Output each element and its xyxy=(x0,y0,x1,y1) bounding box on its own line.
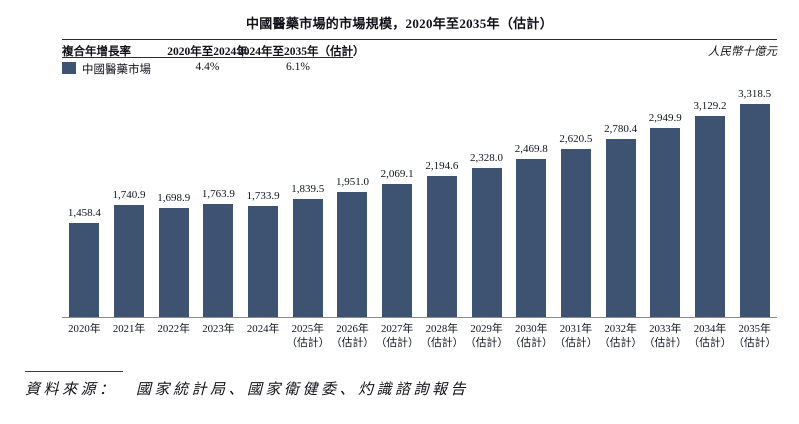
x-axis-tick-label: 2031年 （估計） xyxy=(554,323,598,349)
bar-slot: 3,318.5 xyxy=(732,85,777,317)
bar xyxy=(158,208,189,317)
x-axis-tick-label: 2026年 （估計） xyxy=(330,323,375,349)
bar-slot: 3,129.2 xyxy=(688,85,733,317)
bar-slot: 2,069.1 xyxy=(375,85,420,317)
x-axis-tick-label: 2022年 xyxy=(157,323,190,335)
bar xyxy=(426,176,457,317)
x-axis-tick-label: 2021年 xyxy=(112,323,146,335)
bar-value-label: 1,740.9 xyxy=(112,189,146,202)
bar-value-label: 3,129.2 xyxy=(693,100,727,113)
table-mid-rule xyxy=(62,57,353,58)
bar-value-label: 2,194.6 xyxy=(425,160,459,173)
bar-slot: 1,458.4 xyxy=(62,85,107,317)
bar xyxy=(248,205,279,317)
legend-swatch-icon xyxy=(62,62,76,74)
legend-header-period-2: 2024年至2035年（估計） xyxy=(238,46,365,58)
x-axis-tick-label: 2035年 （估計） xyxy=(733,323,777,349)
bar-value-label: 1,839.5 xyxy=(291,182,325,195)
x-axis-tick-label: 2023年 xyxy=(202,323,235,335)
x-axis-tick-label: 2028年 （估計） xyxy=(420,323,464,349)
bar xyxy=(605,138,636,317)
x-axis-tick-label: 2027年 （估計） xyxy=(375,323,419,349)
bar-value-label: 2,780.4 xyxy=(604,122,638,135)
bar-value-label: 3,318.5 xyxy=(738,88,772,100)
source-text: 資料來源： 國家統計局、國家衛健委、灼識諮詢報告 xyxy=(25,382,470,398)
bar-slot: 2,780.4 xyxy=(598,85,643,317)
bar-slot: 1,733.9 xyxy=(241,85,286,317)
source-rule xyxy=(25,371,123,372)
bar xyxy=(560,148,591,317)
bar xyxy=(203,203,234,317)
x-axis-tick-label: 2025年 （估計） xyxy=(286,323,330,349)
cagr-value-2020-2024: 4.4% xyxy=(195,61,220,73)
bar xyxy=(292,198,323,317)
bar-slot: 2,620.5 xyxy=(554,85,599,317)
bar xyxy=(650,127,681,317)
chart-title: 中國醫藥市場的市場規模，2020年至2035年（估計） xyxy=(245,16,554,31)
x-axis-tick-label: 2033年 （估計） xyxy=(643,323,687,349)
x-axis-tick-label: 2034年 （估計） xyxy=(688,323,732,349)
bar-value-label: 1,733.9 xyxy=(246,189,280,202)
bar-slot: 1,740.9 xyxy=(107,85,152,317)
x-axis-tick-label: 2024年 xyxy=(246,323,280,335)
bar-slot: 1,839.5 xyxy=(285,85,330,317)
bar xyxy=(69,223,100,317)
bar-slot: 1,698.9 xyxy=(151,85,196,317)
bar xyxy=(694,116,725,317)
x-axis-tick-label: 2032年 （估計） xyxy=(599,323,643,349)
legend-header-period-1: 2020年至2024年 xyxy=(167,46,248,58)
bar-slot: 2,194.6 xyxy=(420,85,465,317)
x-axis-labels: 2020年 2021年 2022年 2023年 2024年 2025年 （估計） 2026年（… xyxy=(62,323,777,350)
bar xyxy=(516,158,547,317)
x-axis-tick-label: 2020年 xyxy=(68,323,101,335)
cagr-value-2024-2035: 6.1% xyxy=(286,61,310,73)
x-axis-tick-label: 2030年 （估計） xyxy=(509,323,553,349)
bar xyxy=(382,184,413,317)
table-top-rule xyxy=(62,39,777,40)
bar xyxy=(739,104,770,317)
bar xyxy=(114,205,145,317)
bar xyxy=(337,191,368,317)
bar-slot: 2,328.0 xyxy=(464,85,509,317)
bar-slot: 1,951.0 xyxy=(330,85,375,317)
bar-chart-plot-area: 1,458.4 1,740.9 1,698.9 1,763.9 1,733.9 1,839… xyxy=(62,85,777,318)
legend-series-label: 中國醫藥市場 xyxy=(82,64,151,76)
bar-slot: 2,949.9 xyxy=(643,85,688,317)
bar-value-label: 2,469.8 xyxy=(514,142,548,155)
legend-header-cagr: 複合年增長率 xyxy=(62,46,131,58)
bar-value-label: 1,951.0 xyxy=(335,175,369,188)
bar-value-label: 2,949.9 xyxy=(648,111,682,124)
bar-slot: 2,469.8 xyxy=(509,85,554,317)
bar-value-label: 2,620.5 xyxy=(559,132,593,145)
bar-value-label: 1,763.9 xyxy=(201,187,235,200)
bar-value-label: 1,458.4 xyxy=(67,207,101,220)
unit-label: 人民幣十億元 xyxy=(708,46,777,58)
x-axis-tick-label: 2029年 （估計） xyxy=(464,323,509,349)
bar-value-label: 2,069.1 xyxy=(380,168,414,181)
bar-value-label: 1,698.9 xyxy=(157,192,191,204)
bar-slot: 1,763.9 xyxy=(196,85,241,317)
bar xyxy=(471,167,502,317)
bar-value-label: 2,328.0 xyxy=(470,151,504,164)
